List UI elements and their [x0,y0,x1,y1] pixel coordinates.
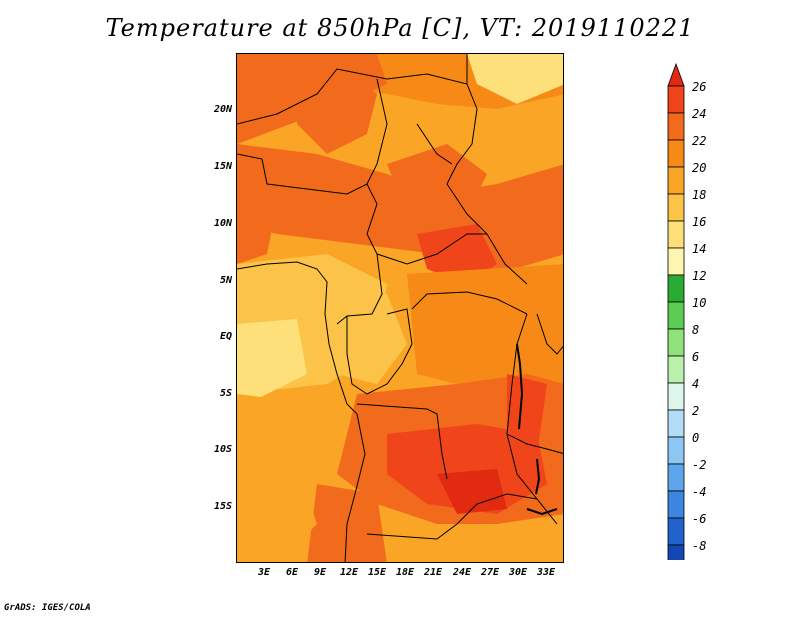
lat-label-10n: 10N [213,218,232,229]
colorbar-box [667,382,685,411]
colorbar-label: 12 [692,269,707,283]
map-title: Temperature at 850hPa [C], VT: 201911022… [105,14,695,42]
lon-label-27e: 27E [480,567,500,578]
colorbar-box [667,193,685,222]
colorbar-box [667,409,685,438]
lat-label-15s: 15S [213,501,232,512]
colorbar-box [667,463,685,492]
lon-label-9e: 9E [313,567,327,578]
footer-credit: GrADS: IGES/COLA [4,603,91,613]
lat-label-eq: EQ [219,331,232,342]
colorbar-box [667,85,685,114]
colorbar-label: 22 [692,134,707,148]
colorbar-label: 8 [692,323,700,337]
colorbar-label: 2 [692,404,700,418]
colorbar-label: 4 [692,377,700,391]
lon-label-33e: 33E [536,567,556,578]
colorbar-label: 14 [692,242,707,256]
lon-label-21e: 21E [423,567,443,578]
temperature-map [236,53,564,563]
colorbar-box [667,220,685,249]
lon-label-15e: 15E [367,567,387,578]
lat-label-5s: 5S [219,388,232,399]
colorbar-label: -6 [692,512,707,526]
lon-label-18e: 18E [395,567,415,578]
colorbar-box [667,490,685,519]
lon-label-30e: 30E [508,567,528,578]
colorbar-label: 26 [692,80,707,94]
colorbar-label: 10 [692,296,707,310]
colorbar-box [667,328,685,357]
lat-label-20n: 20N [213,104,232,115]
colorbar-box [667,355,685,384]
lon-label-3e: 3E [257,567,271,578]
lat-label-10s: 10S [213,444,232,455]
colorbar-label: 6 [692,350,700,364]
colorbar-box [667,517,685,546]
lon-label-12e: 12E [339,567,359,578]
colorbar-box [667,544,685,560]
colorbar-box [667,112,685,141]
temperature-field [237,54,563,562]
colorbar-box [667,247,685,276]
colorbar-box [667,436,685,465]
colorbar-label: 24 [692,107,707,121]
colorbar-label: 0 [692,431,700,445]
colorbar-label: -4 [692,485,707,499]
colorbar [667,62,685,560]
lat-label-15n: 15N [213,161,232,172]
colorbar-box [667,139,685,168]
colorbar-box [667,274,685,303]
lon-label-6e: 6E [285,567,299,578]
colorbar-label: 20 [692,161,707,175]
lon-label-24e: 24E [452,567,472,578]
colorbar-label: 16 [692,215,707,229]
colorbar-label: 18 [692,188,707,202]
colorbar-box [667,166,685,195]
colorbar-label: -8 [692,539,707,553]
colorbar-box [667,301,685,330]
colorbar-label: -2 [692,458,707,472]
lat-label-5n: 5N [219,275,232,286]
colorbar-arrow-top [667,62,685,87]
